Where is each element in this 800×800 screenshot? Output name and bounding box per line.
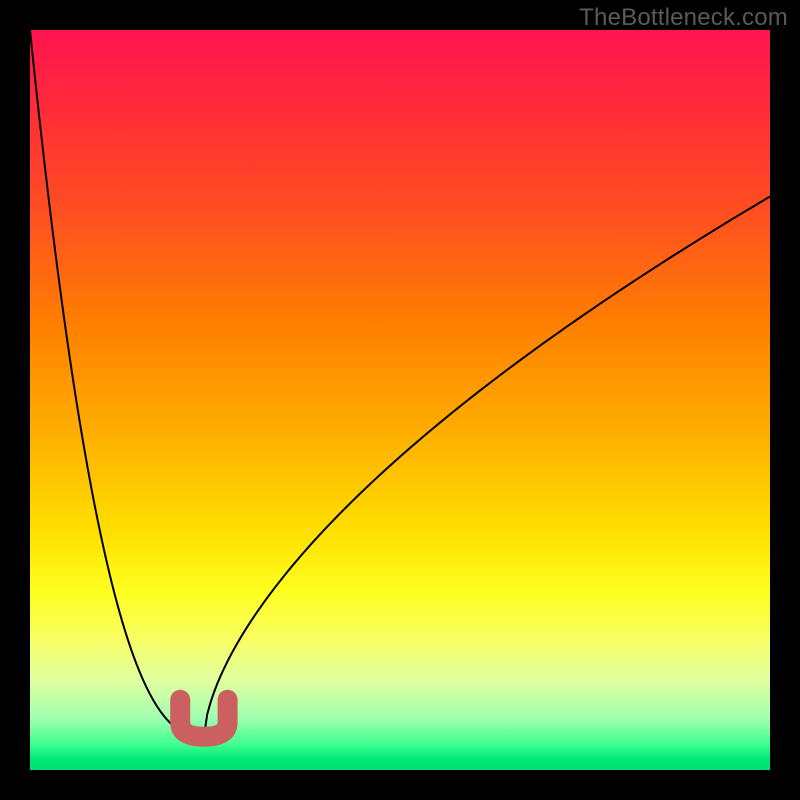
gradient-background (30, 30, 770, 770)
chart-svg (0, 0, 800, 800)
watermark-text: TheBottleneck.com (579, 4, 788, 32)
chart-container: TheBottleneck.com (0, 0, 800, 800)
